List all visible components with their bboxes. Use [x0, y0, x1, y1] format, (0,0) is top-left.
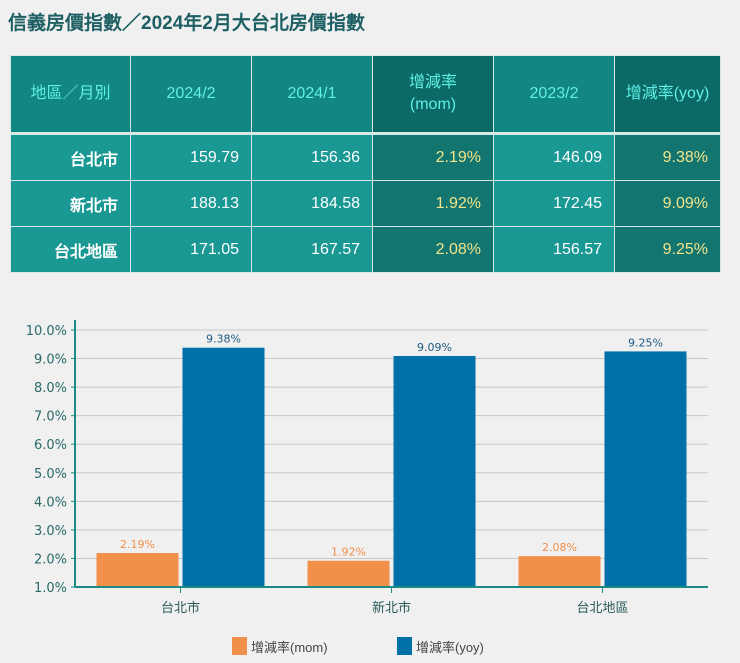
header-2023-2: 2023/2: [493, 55, 615, 134]
bar-yoy: [182, 347, 265, 587]
header-mom: 增減率(mom): [372, 55, 494, 134]
cell: 167.57: [251, 226, 373, 273]
table-row: 新北市 188.13 184.58 1.92% 172.45 9.09%: [10, 180, 721, 227]
bar-yoy: [604, 351, 687, 587]
table-row: 台北地區 171.05 167.57 2.08% 156.57 9.25%: [10, 226, 721, 273]
cell-region: 新北市: [10, 180, 131, 227]
cell: 188.13: [130, 180, 252, 227]
y-tick-label: 3.0%: [34, 524, 67, 539]
data-label: 9.09%: [417, 341, 452, 354]
data-label: 2.08%: [542, 541, 577, 554]
cell-mom: 2.19%: [372, 132, 494, 181]
cell: 172.45: [493, 180, 615, 227]
page-title: 信義房價指數／2024年2月大台北房價指數: [8, 13, 365, 34]
data-label: 9.25%: [628, 336, 663, 349]
cell-yoy: 9.25%: [614, 226, 721, 273]
bar-yoy: [393, 355, 476, 587]
cell-yoy: 9.38%: [614, 132, 721, 181]
y-tick-label: 5.0%: [34, 467, 67, 482]
x-tick-label: 台北地區: [576, 600, 628, 615]
table-row: 台北市 159.79 156.36 2.19% 146.09 9.38%: [10, 132, 721, 181]
legend-swatch-mom: [232, 637, 247, 655]
y-tick-label: 8.0%: [34, 381, 67, 396]
legend-label: 增減率(mom): [251, 640, 328, 655]
legend-label: 增減率(yoy): [416, 640, 484, 655]
data-label: 1.92%: [331, 546, 366, 559]
cell-mom: 2.08%: [372, 226, 494, 273]
bar-mom: [307, 560, 390, 587]
cell: 184.58: [251, 180, 373, 227]
x-tick-label: 新北市: [372, 600, 411, 615]
header-2024-1: 2024/1: [251, 55, 373, 134]
legend-swatch-yoy: [397, 637, 412, 655]
cell: 156.36: [251, 132, 373, 181]
x-tick-label: 台北市: [161, 600, 200, 615]
y-tick-label: 2.0%: [34, 552, 67, 567]
bar-mom: [96, 553, 179, 587]
header-yoy: 增減率(yoy): [614, 55, 721, 134]
table-header-row: 地區／月別 2024/2 2024/1 增減率(mom) 2023/2 增減率(…: [10, 55, 721, 134]
y-tick-label: 4.0%: [34, 495, 67, 510]
cell-region: 台北地區: [10, 226, 131, 273]
data-label: 9.38%: [206, 333, 241, 346]
cell-region: 台北市: [10, 132, 131, 181]
cell-yoy: 9.09%: [614, 180, 721, 227]
y-tick-label: 9.0%: [34, 353, 67, 368]
bar-mom: [518, 556, 601, 587]
y-tick-label: 7.0%: [34, 410, 67, 425]
y-tick-label: 10.0%: [26, 324, 67, 339]
y-tick-label: 1.0%: [34, 581, 67, 596]
cell: 146.09: [493, 132, 615, 181]
header-2024-2: 2024/2: [130, 55, 252, 134]
y-tick-label: 6.0%: [34, 438, 67, 453]
price-index-table: 地區／月別 2024/2 2024/1 增減率(mom) 2023/2 增減率(…: [10, 55, 721, 273]
data-label: 2.19%: [120, 538, 155, 551]
